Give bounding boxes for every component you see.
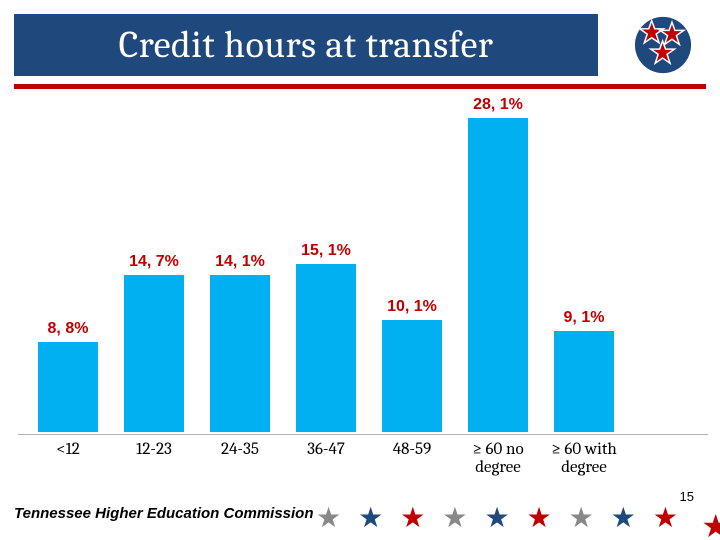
footer-star-icon: ★ (527, 505, 552, 533)
footer-star-icon: ★ (442, 505, 467, 533)
footer-star-icon: ★ (400, 505, 425, 533)
page-title: Credit hours at transfer (119, 23, 494, 67)
bar-rect (554, 331, 614, 432)
chart-plot-area: 8, 8% 14, 7% 14, 1% 15, 1% 10, 1% 28, 1% 9, 1% (18, 96, 708, 432)
footer-star-icon: ★ (484, 505, 509, 533)
bar: 8, 8% (30, 96, 106, 432)
footer-stars: ★ ★ ★ ★ ★ ★ ★ ★ ★ (316, 505, 678, 533)
x-tick-label: 12-23 (116, 441, 192, 459)
bar-value-label: 8, 8% (30, 320, 106, 338)
footer-star-icon: ★ (358, 505, 383, 533)
bar-value-label: 14, 1% (202, 253, 278, 271)
credit-hours-chart: 8, 8% 14, 7% 14, 1% 15, 1% 10, 1% 28, 1% 9, 1%… (18, 96, 708, 480)
footer-star-icon: ★ (569, 505, 594, 533)
footer-star-icon: ★ (316, 505, 341, 533)
chart-x-axis: <12 12-23 24-35 36-47 48-59 ≥ 60 nodegree ≥ 60… (18, 434, 708, 480)
bar-value-label: 10, 1% (374, 298, 450, 316)
bar: 14, 7% (116, 96, 192, 432)
footer-star-icon: ★ (653, 505, 678, 533)
corner-star-icon: ★ (701, 510, 720, 540)
bar: 9, 1% (546, 96, 622, 432)
bar-rect (382, 320, 442, 432)
state-emblem-icon (624, 6, 702, 84)
footer-text: Tennessee Higher Education Commission (14, 505, 314, 522)
bar-rect (124, 275, 184, 432)
bar-value-label: 28, 1% (460, 96, 536, 114)
bar-rect (468, 118, 528, 432)
x-tick-label: 48-59 (374, 441, 450, 459)
x-tick-label: ≥ 60 withdegree (546, 441, 622, 477)
bar-rect (38, 342, 98, 432)
bar: 14, 1% (202, 96, 278, 432)
footer-star-icon: ★ (611, 505, 636, 533)
x-tick-label: 36-47 (288, 441, 364, 459)
bar: 15, 1% (288, 96, 364, 432)
bar-rect (210, 275, 270, 432)
bar: 10, 1% (374, 96, 450, 432)
slide-number: 15 (680, 489, 694, 504)
x-tick-label: ≥ 60 nodegree (460, 441, 536, 477)
x-tick-label: <12 (30, 441, 106, 459)
divider-redline (14, 84, 706, 89)
bar-value-label: 15, 1% (288, 242, 364, 260)
bar-value-label: 14, 7% (116, 253, 192, 271)
bar-value-label: 9, 1% (546, 309, 622, 327)
x-tick-label: 24-35 (202, 441, 278, 459)
bar: 28, 1% (460, 96, 536, 432)
title-bar: Credit hours at transfer (14, 14, 598, 76)
bar-rect (296, 264, 356, 432)
